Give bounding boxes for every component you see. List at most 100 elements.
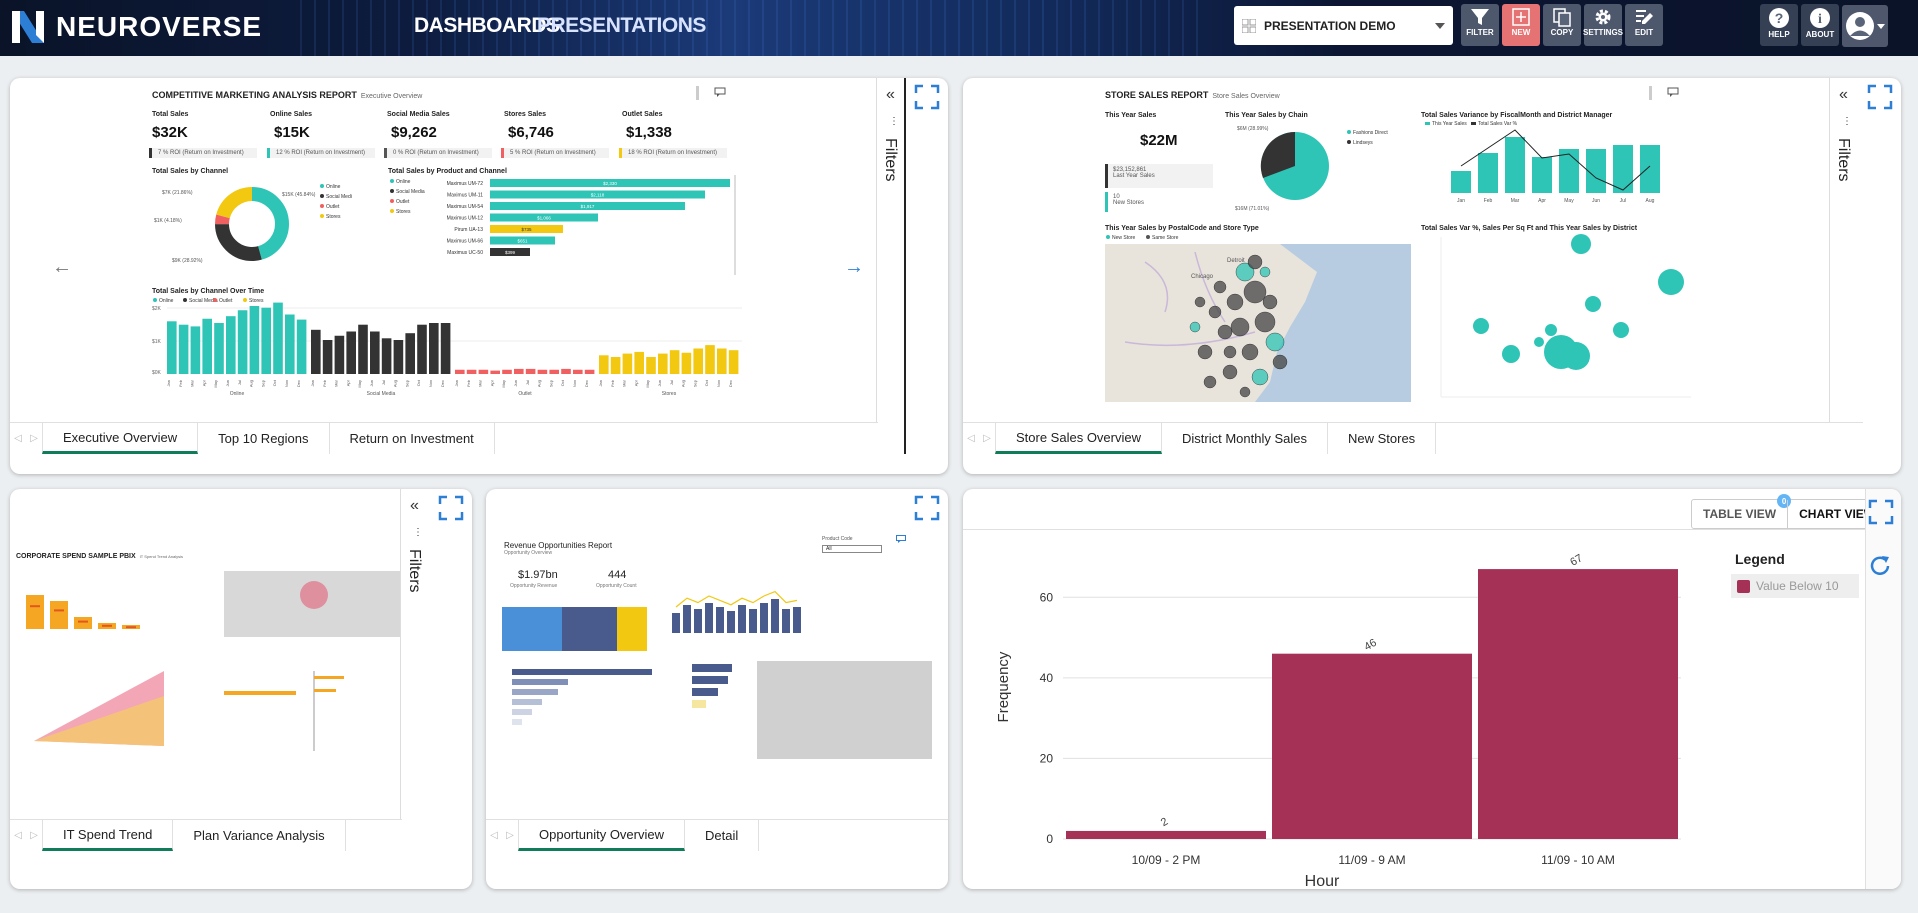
store-dot [1217,324,1233,340]
tab-executive-overview[interactable]: Executive Overview [42,423,199,454]
time-bar [358,324,368,374]
expand-icon[interactable] [914,495,940,521]
kpi-value: $9,262 [391,124,437,141]
tab-top-10-regions[interactable]: Top 10 Regions [198,423,330,454]
filters-panel[interactable]: « ⋮ Filters [876,78,906,454]
chart-view-button[interactable]: CHART VIEW [1787,500,1886,528]
expand-icon[interactable] [1867,84,1893,110]
month-tick: Apr [489,379,494,386]
report-card-store-sales: STORE SALES REPORT Store Sales Overview T… [963,78,1901,474]
copy-label: COPY [1550,28,1574,37]
new-button[interactable]: NEW [1502,4,1540,46]
month-bar [705,603,713,633]
help-button[interactable]: ? HELP [1760,4,1798,46]
month-tick: Apr [345,379,350,386]
month-tick: Mar [334,379,339,387]
nav-dashboards[interactable]: DASHBOARDS [414,14,560,37]
tab-store-sales-overview[interactable]: Store Sales Overview [995,423,1162,454]
filter-pane-icon: ⋮ [413,527,423,538]
tab-scroll-left[interactable]: ◁ [14,433,22,444]
divider [1649,86,1652,100]
month-bar [793,607,801,633]
expand-icon[interactable] [1868,499,1894,525]
variance-bar [1586,149,1606,193]
product-bar [490,190,705,199]
month-bar [760,603,768,633]
month-tick: Jan [310,380,315,386]
map-legend-dot [1106,235,1110,239]
collapse-chevron-icon[interactable]: « [410,497,419,514]
collapse-chevron-icon[interactable]: « [1839,86,1848,103]
tab-opportunity-overview[interactable]: Opportunity Overview [518,820,685,851]
variance-title: Total Sales Variance by FiscalMonth and … [1421,112,1613,119]
tab-scroll-right[interactable]: ▷ [30,830,38,841]
filter-button[interactable]: FILTER [1461,4,1499,46]
tab-district-monthly-sales[interactable]: District Monthly Sales [1162,423,1328,454]
donut-label: $9K (28.92%) [172,258,203,264]
month-bar [782,609,790,633]
month-tick: May [645,380,650,388]
month-bar [738,605,746,633]
store-dot [1235,262,1255,282]
tab-return-on-investment[interactable]: Return on Investment [330,423,495,454]
tab-scroll-right[interactable]: ▷ [983,433,991,444]
nav-presentations[interactable]: PRESENTATIONS [537,14,706,37]
collapse-chevron-icon[interactable]: « [886,86,895,103]
month-tick: Sep [548,379,553,387]
y-tick-label: 20 [1040,751,1054,765]
tab-plan-variance-analysis[interactable]: Plan Variance Analysis [173,820,346,851]
pie-label: $6M (28.99%) [1237,126,1269,132]
month-tick: Feb [1484,198,1493,204]
donut-label: $7K (21.86%) [162,190,193,196]
filters-panel[interactable]: « ⋮ Filters [1829,78,1859,422]
tab-scroll-left[interactable]: ◁ [14,830,22,841]
x-tick-label: 10/09 - 2 PM [1132,853,1201,867]
pipeline-bar [512,709,532,715]
product-code-select[interactable]: All [822,545,882,553]
product-legend: Online Social Media Outlet Stores [390,179,425,215]
expand-icon[interactable] [438,495,464,521]
comment-icon[interactable] [896,535,906,543]
tree-bar [314,676,344,679]
brand-logo[interactable]: NEUROVERSE [10,9,262,45]
y-tick: $0K [152,370,162,376]
kpi-roi: 5 % ROI (Return on Investment) [501,148,609,158]
tab-it-spend-trend[interactable]: IT Spend Trend [42,820,174,851]
time-bar [717,348,727,374]
settings-button[interactable]: SETTINGS [1583,4,1623,46]
filters-panel[interactable]: « ⋮ Filters [400,489,430,819]
map-region [300,581,328,609]
user-menu[interactable] [1842,5,1888,47]
report-card-corporate-spend: CORPORATE SPEND SAMPLE PBIX IT Spend Tren… [10,489,472,889]
pipeline-bar [512,719,522,725]
edit-button[interactable]: EDIT [1625,4,1663,46]
tab-scroll-right[interactable]: ▷ [30,433,38,444]
report-card-marketing: COMPETITIVE MARKETING ANALYSIS REPORT Exe… [10,78,948,474]
refresh-icon[interactable] [1867,553,1893,579]
product-bar-label: $1,066 [537,216,551,221]
next-page-arrow[interactable]: → [844,256,864,278]
legend-item[interactable]: Value Below 10 [1731,574,1859,598]
tab-detail[interactable]: Detail [685,820,760,851]
tab-scroll-left[interactable]: ◁ [490,830,498,841]
tab-scroll-right[interactable]: ▷ [506,830,514,841]
svg-text:Online: Online [326,184,341,190]
comment-icon[interactable] [1667,87,1679,97]
donut-label: $1K (4.18%) [154,218,182,224]
copy-button[interactable]: COPY [1543,4,1581,46]
time-legend-dot [243,298,247,302]
presentation-select[interactable]: PRESENTATION DEMO [1234,6,1453,45]
month-tick: Feb [466,379,471,387]
table-view-button[interactable]: TABLE VIEW 0 [1692,494,1792,528]
tab-new-stores[interactable]: New Stores [1328,423,1437,454]
store-map[interactable]: New Store Same Store Chicago Detroit [1105,232,1411,402]
about-button[interactable]: i ABOUT [1801,4,1839,46]
map-legend-dot [1146,235,1150,239]
map-place: Detroit [1227,258,1245,264]
tab-scroll-left[interactable]: ◁ [967,433,975,444]
product-title: Total Sales by Product and Channel [388,168,507,175]
expand-icon[interactable] [914,84,940,110]
comment-icon[interactable] [714,87,726,97]
time-bar [214,323,224,374]
prev-page-arrow[interactable]: ← [52,256,72,278]
